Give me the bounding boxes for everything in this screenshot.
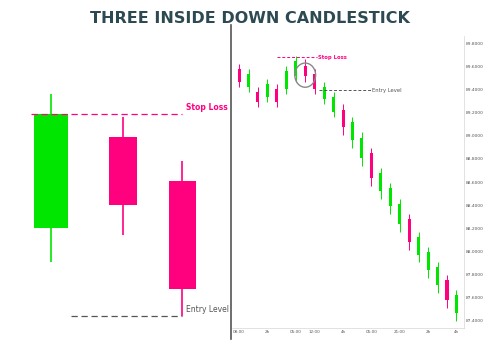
Bar [370,153,373,178]
Bar [436,267,439,285]
Bar [34,114,68,228]
Bar [294,61,298,76]
Bar [417,237,420,255]
Bar [276,89,278,102]
Bar [398,204,401,224]
Text: THREE INSIDE DOWN CANDLESTICK: THREE INSIDE DOWN CANDLESTICK [90,11,410,26]
Bar [408,219,410,242]
Bar [304,66,306,76]
Bar [351,122,354,140]
Bar [426,252,430,270]
Bar [322,87,326,99]
Bar [380,173,382,191]
Text: Entry Level: Entry Level [372,88,402,93]
Text: Stop Loss: Stop Loss [186,103,228,112]
Bar [389,188,392,206]
Text: Stop Loss: Stop Loss [318,55,346,60]
Bar [360,137,364,158]
Bar [266,84,269,97]
Bar [446,280,448,301]
Bar [256,92,260,102]
Bar [168,181,196,289]
Bar [110,137,137,205]
Bar [342,110,344,127]
Bar [247,74,250,87]
Bar [238,69,240,81]
Bar [313,74,316,89]
Bar [455,295,458,313]
Bar [332,97,335,112]
Text: Entry Level: Entry Level [186,305,228,314]
Bar [285,71,288,89]
